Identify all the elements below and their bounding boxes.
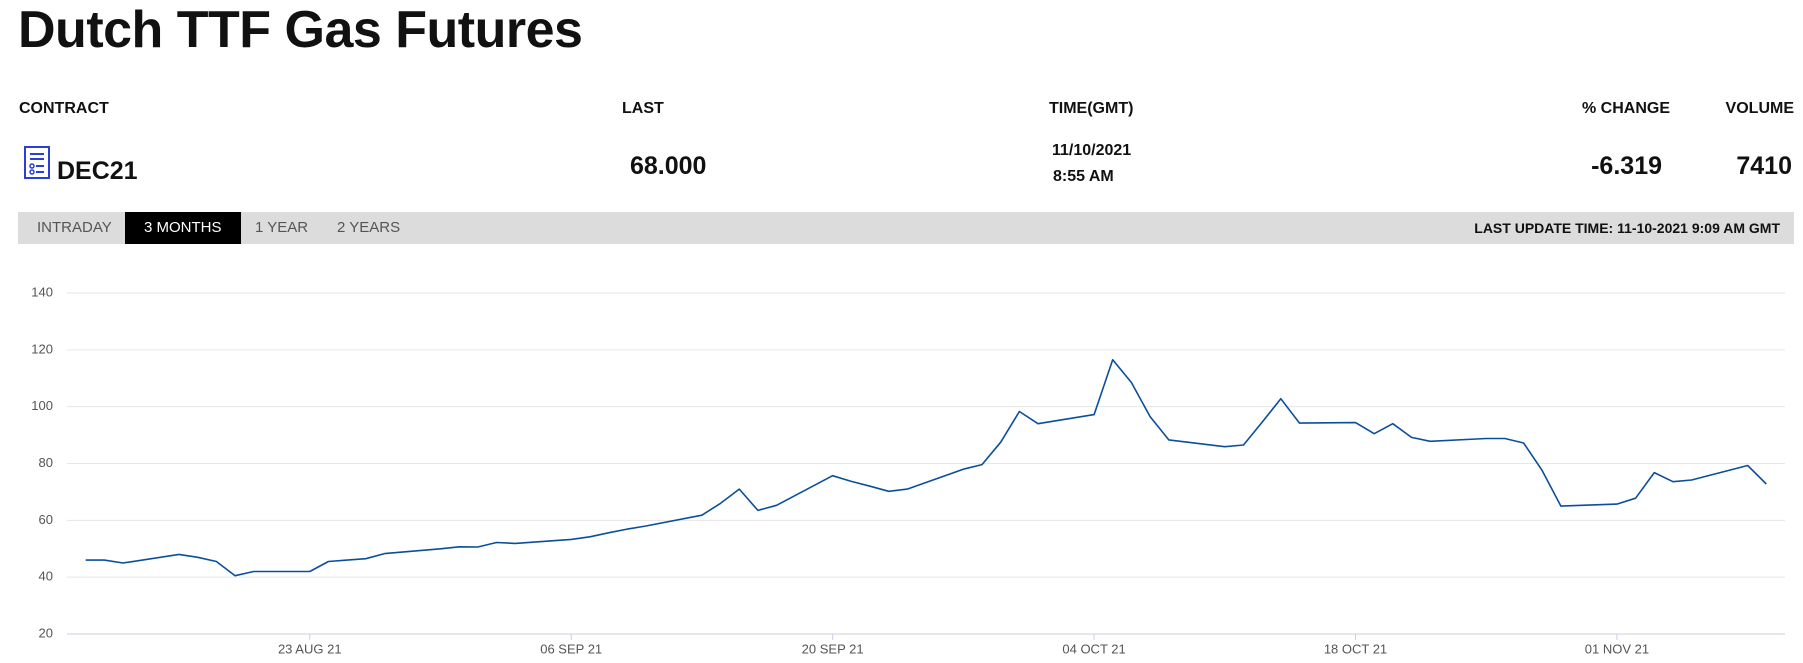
price-line [85,359,1767,577]
range-tab[interactable]: 1 YEAR [255,219,309,236]
trade-date: 11/10/2021 [1052,142,1132,159]
page-title: Dutch TTF Gas Futures [18,1,583,59]
range-tab[interactable]: INTRADAY [37,219,112,236]
column-header: LAST [622,100,664,117]
x-tick-label: 06 SEP 21 [540,641,602,656]
y-tick-label: 60 [39,512,53,527]
column-header: % CHANGE [1581,100,1670,117]
x-tick-label: 01 NOV 21 [1585,641,1649,656]
column-header: CONTRACT [19,100,109,117]
x-tick-label: 23 AUG 21 [278,641,342,656]
chart: 20 40 60 80 100 120 140 23 AUG 21 06 SEP 21 20 SE… [31,284,1785,656]
volume: 7410 [1736,152,1792,180]
y-tick-label: 140 [31,284,53,299]
y-tick-label: 120 [31,341,53,356]
y-tick-label: 40 [39,569,53,584]
percent-change: -6.319 [1591,152,1662,180]
y-tick-label: 20 [39,625,53,640]
last-update: LAST UPDATE TIME: 11-10-2021 9:09 AM GMT [1474,220,1780,236]
x-tick-label: 20 SEP 21 [802,641,864,656]
y-tick-label: 100 [31,398,53,413]
range-tab[interactable]: 2 YEARS [337,219,401,236]
tab-bar: LAST UPDATE TIME: 11-10-2021 9:09 AM GMT… [18,212,1794,244]
range-tab[interactable]: 3 MONTHS [125,212,241,244]
contract-name: DEC21 [57,157,138,185]
column-header: TIME(GMT) [1049,100,1134,117]
trade-time: 8:55 AM [1053,168,1114,185]
contract-icon [24,146,50,179]
last-price: 68.000 [630,152,707,180]
y-tick-label: 80 [39,455,53,470]
column-header: VOLUME [1725,100,1794,117]
x-tick-label: 18 OCT 21 [1324,641,1387,656]
x-tick-label: 04 OCT 21 [1062,641,1125,656]
